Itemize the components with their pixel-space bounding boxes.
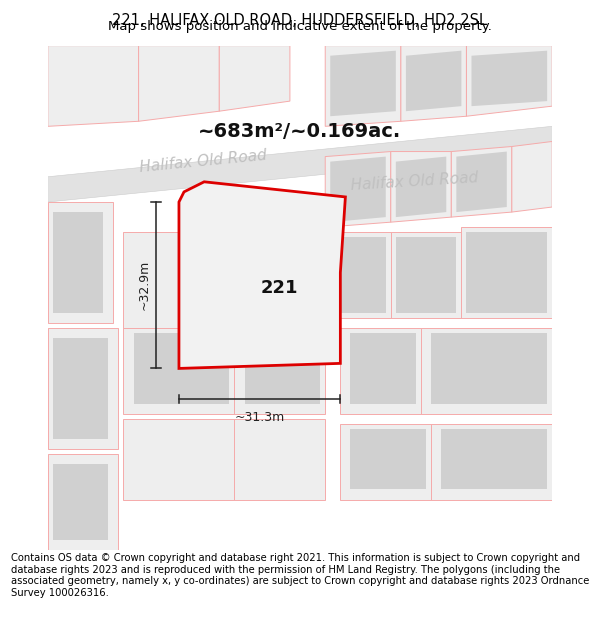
- Text: Halifax Old Road: Halifax Old Road: [139, 148, 267, 175]
- Polygon shape: [179, 182, 346, 368]
- Polygon shape: [325, 232, 391, 318]
- Polygon shape: [245, 333, 320, 404]
- Polygon shape: [48, 46, 139, 126]
- Polygon shape: [350, 429, 426, 489]
- Polygon shape: [124, 232, 235, 328]
- Polygon shape: [53, 464, 109, 540]
- Polygon shape: [466, 232, 547, 313]
- Polygon shape: [340, 328, 421, 414]
- Polygon shape: [325, 151, 391, 228]
- Polygon shape: [235, 232, 325, 328]
- Text: 221, HALIFAX OLD ROAD, HUDDERSFIELD, HD2 2SL: 221, HALIFAX OLD ROAD, HUDDERSFIELD, HD2…: [113, 12, 487, 28]
- Text: ~31.3m: ~31.3m: [235, 411, 285, 424]
- Text: 221: 221: [261, 279, 299, 297]
- Polygon shape: [472, 51, 547, 106]
- Polygon shape: [48, 202, 113, 323]
- Text: Halifax Old Road: Halifax Old Road: [350, 171, 479, 193]
- Polygon shape: [466, 46, 552, 116]
- Polygon shape: [235, 419, 325, 499]
- Polygon shape: [340, 424, 431, 499]
- Polygon shape: [512, 141, 552, 212]
- Polygon shape: [330, 238, 386, 313]
- Text: ~32.9m: ~32.9m: [137, 260, 150, 311]
- Polygon shape: [220, 46, 290, 111]
- Polygon shape: [235, 328, 325, 414]
- Polygon shape: [451, 146, 512, 217]
- Polygon shape: [124, 328, 235, 414]
- Polygon shape: [441, 429, 547, 489]
- Polygon shape: [330, 51, 396, 116]
- Text: ~683m²/~0.169ac.: ~683m²/~0.169ac.: [199, 122, 401, 141]
- Polygon shape: [406, 51, 461, 111]
- Polygon shape: [401, 46, 466, 121]
- Polygon shape: [461, 228, 552, 318]
- Polygon shape: [396, 238, 457, 313]
- Polygon shape: [350, 333, 416, 404]
- Polygon shape: [391, 232, 461, 318]
- Polygon shape: [134, 333, 229, 404]
- Polygon shape: [48, 328, 118, 449]
- Polygon shape: [396, 157, 446, 217]
- Polygon shape: [48, 454, 118, 550]
- Polygon shape: [330, 157, 386, 222]
- Polygon shape: [421, 328, 552, 414]
- Polygon shape: [194, 222, 325, 358]
- Text: Map shows position and indicative extent of the property.: Map shows position and indicative extent…: [108, 20, 492, 33]
- Polygon shape: [53, 338, 109, 439]
- Polygon shape: [431, 424, 552, 499]
- Polygon shape: [325, 46, 401, 126]
- Polygon shape: [391, 151, 451, 222]
- Polygon shape: [431, 333, 547, 404]
- Polygon shape: [139, 46, 220, 121]
- Polygon shape: [124, 419, 235, 499]
- Text: Contains OS data © Crown copyright and database right 2021. This information is : Contains OS data © Crown copyright and d…: [11, 553, 589, 598]
- Polygon shape: [457, 151, 507, 212]
- Polygon shape: [53, 212, 103, 313]
- Polygon shape: [48, 126, 552, 202]
